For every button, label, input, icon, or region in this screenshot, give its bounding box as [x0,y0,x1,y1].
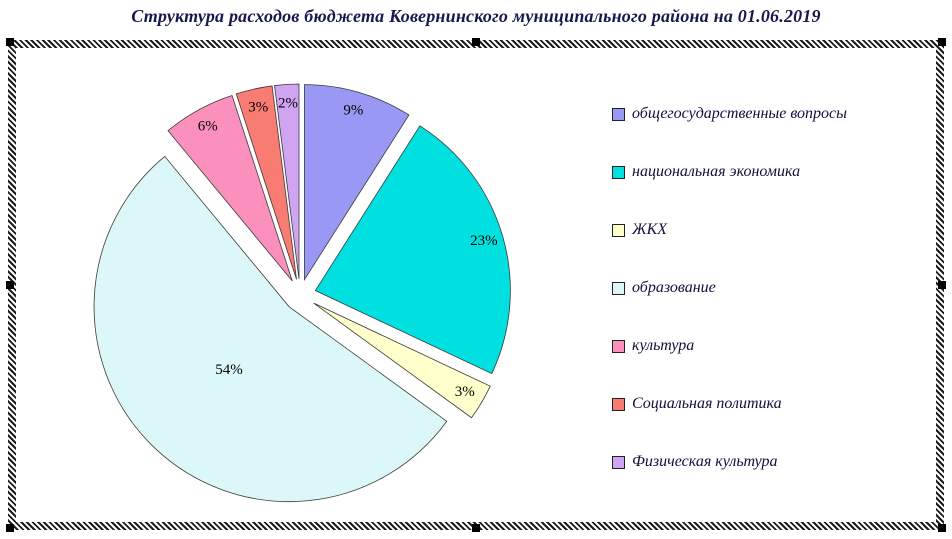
legend-item-7[interactable]: Физическая культура [612,452,847,472]
legend-item-1[interactable]: общегосударственные вопросы [612,104,847,124]
legend-item-5[interactable]: культура [612,336,847,356]
resize-handle-bottom-left[interactable] [6,524,14,532]
legend-swatch-icon [612,107,625,121]
legend-label: Физическая культура [632,453,778,470]
resize-handle-top-left[interactable] [6,38,14,46]
legend-swatch-icon [612,165,625,179]
resize-handle-middle-left[interactable] [6,281,14,289]
resize-handle-middle-right[interactable] [938,281,946,289]
pie-slice-3[interactable] [313,302,491,419]
pie-data-label: 3% [455,384,475,400]
pie-data-label: 54% [215,362,243,378]
legend-swatch-icon [612,223,625,237]
pie-slice-6[interactable] [235,85,297,280]
pie-slice-5[interactable] [167,95,293,282]
pie-slice-4[interactable] [93,155,448,503]
pie-chart: 9% 23% 3% 54% 6% 3% 2% [93,83,511,503]
resize-handle-bottom-center[interactable] [472,524,480,532]
legend-label: культура [632,337,695,354]
legend-item-2[interactable]: национальная экономика [612,162,847,182]
legend-swatch-icon [612,397,625,411]
pie-slice-1[interactable] [304,84,410,282]
chart-plot-area: 9% 23% 3% 54% 6% 3% 2% общегосударственные воп… [16,48,936,522]
legend-item-4[interactable]: образование [612,278,847,298]
legend-item-6[interactable]: Социальная политика [612,394,847,414]
chart-title: Структура расходов бюджета Ковернинского… [131,6,821,26]
legend-swatch-icon [612,455,625,469]
legend-label: образование [632,279,716,296]
legend-item-3[interactable]: ЖКХ [612,220,847,240]
legend-label: национальная экономика [632,163,801,180]
resize-handle-top-right[interactable] [938,38,946,46]
resize-handle-top-center[interactable] [472,38,480,46]
legend-label: общегосударственные вопросы [632,105,847,122]
pie-data-label: 6% [198,119,218,135]
legend-label: ЖКХ [632,221,668,238]
pie-slice-2[interactable] [314,125,511,375]
legend-swatch-icon [612,339,625,353]
chart-legend: общегосударственные вопросы национальная … [612,104,847,472]
pie-data-label: 3% [248,100,268,116]
selection-frame[interactable]: 9% 23% 3% 54% 6% 3% 2% общегосударственные воп… [6,38,946,532]
legend-label: Социальная политика [632,395,782,412]
pie-data-label: 23% [470,233,498,249]
pie-slice-7[interactable] [274,83,300,280]
pie-data-label: 9% [343,103,363,119]
legend-swatch-icon [612,281,625,295]
pie-data-label: 2% [278,95,298,111]
resize-handle-bottom-right[interactable] [938,524,946,532]
